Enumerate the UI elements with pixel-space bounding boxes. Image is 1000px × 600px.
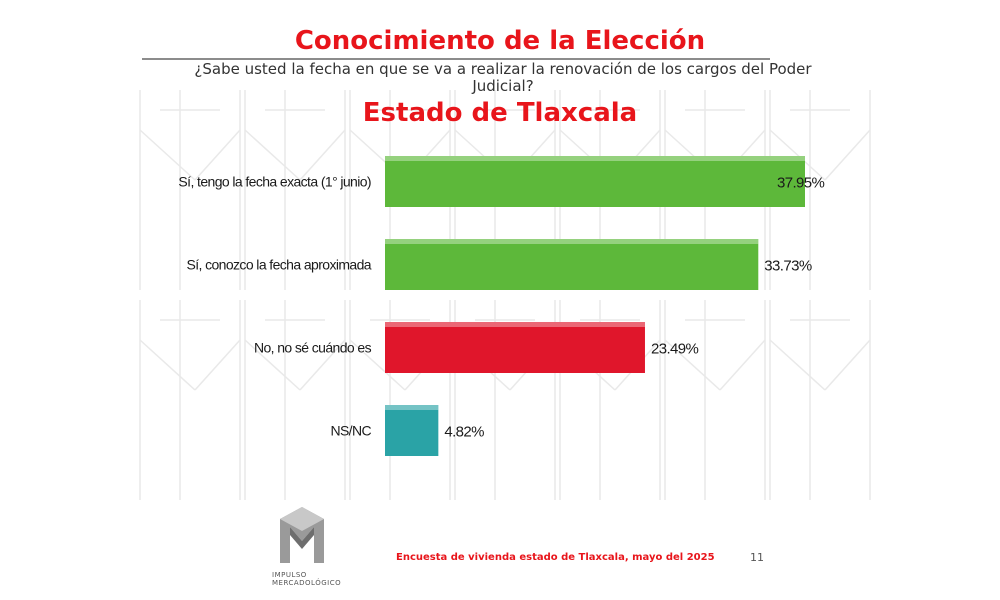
bar-highlight — [385, 156, 805, 161]
category-label: NS/NC — [330, 423, 371, 439]
bar-highlight — [385, 405, 439, 410]
bar-group: NS/NC 4.82% — [330, 405, 485, 456]
value-label: 4.82% — [444, 424, 484, 441]
survey-question: ¿Sabe usted la fecha en que se va a real… — [194, 60, 812, 95]
bar-highlight — [385, 239, 759, 244]
bar-group: Sí, tengo la fecha exacta (1° junio) 37.9… — [178, 156, 825, 207]
page-number: 11 — [750, 551, 764, 564]
bar-highlight — [385, 322, 645, 327]
category-label: Sí, tengo la fecha exacta (1° junio) — [178, 174, 371, 190]
value-label: 37.95% — [777, 175, 825, 192]
bar-group: Sí, conozco la fecha aproximada 33.73% — [186, 239, 812, 290]
value-label: 23.49% — [651, 341, 699, 358]
bar — [385, 322, 645, 373]
category-label: Sí, conozco la fecha aproximada — [186, 257, 371, 273]
bar — [385, 156, 805, 207]
bar — [385, 239, 759, 290]
value-label: 33.73% — [764, 258, 812, 275]
company-logo: IMPULSO MERCADOLÓGICO — [272, 505, 341, 587]
bar — [385, 405, 439, 456]
page-title: Conocimiento de la Elección — [294, 26, 706, 56]
logo-mark-icon — [280, 507, 324, 563]
title-divider — [142, 58, 770, 60]
page-subtitle: Estado de Tlaxcala — [362, 98, 638, 128]
logo-text-line1: IMPULSO — [272, 571, 307, 579]
category-label: No, no sé cuándo es — [254, 340, 372, 356]
footer-source: Encuesta de vivienda estado de Tlaxcala,… — [396, 552, 715, 563]
logo-text-line2: MERCADOLÓGICO — [272, 579, 342, 587]
bar-group: No, no sé cuándo es 23.49% — [254, 322, 699, 373]
